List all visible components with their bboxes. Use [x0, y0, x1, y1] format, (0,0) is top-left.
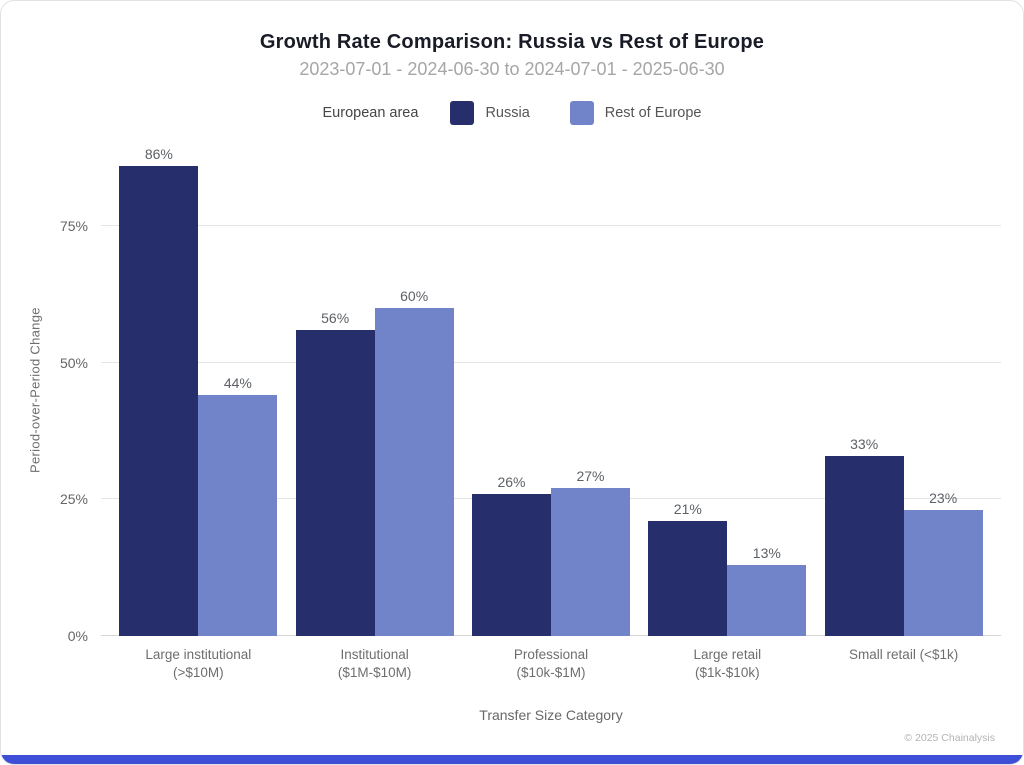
legend-swatch-russia [450, 101, 475, 125]
bar-rest-of-europe [374, 308, 454, 636]
bar-russia [471, 493, 551, 636]
bar-group: 21% 13% [648, 144, 807, 636]
legend-swatch-rest-of-europe [569, 101, 594, 125]
bar-value-label: 86% [144, 145, 173, 162]
bar-column-russia: 86% [119, 144, 199, 636]
bar-group: 26% 27% [471, 144, 630, 636]
legend-item-label: Russia [485, 105, 530, 121]
x-tick-label: Institutional ($1M-$10M) [296, 646, 454, 682]
legend-item-russia: Russia [450, 101, 530, 125]
copyright-text: © 2025 Chainalysis [904, 732, 995, 744]
bar-russia [824, 455, 904, 636]
bar-value-label: 60% [400, 288, 429, 304]
x-tick-label-text: Large institutional (>$10M) [145, 647, 252, 681]
bar-value-label: 21% [673, 501, 702, 518]
bottom-accent-bar [1, 755, 1023, 764]
legend-title: European area [322, 105, 419, 121]
bar-column-russia: 26% [471, 144, 551, 636]
bar-value-label: 13% [752, 544, 781, 561]
bar-column-rest-of-europe: 44% [198, 144, 278, 636]
bar-column-rest-of-europe: 23% [903, 144, 983, 636]
y-axis-title: Period-over-Period Change [27, 307, 43, 473]
bar-rest-of-europe [903, 510, 983, 636]
legend-item-label: Rest of Europe [604, 105, 702, 121]
bar-russia [119, 165, 199, 636]
x-tick-label: Large institutional (>$10M) [119, 646, 277, 682]
bar-group: 33% 23% [824, 144, 983, 636]
y-tick-label: 75% [59, 218, 88, 234]
bar-value-label: 56% [321, 309, 350, 326]
x-tick-label-text: Professional ($10k-$1M) [513, 647, 589, 681]
bar-value-label: 33% [850, 435, 879, 452]
bar-value-label: 23% [929, 490, 958, 507]
x-tick-label-text: Institutional ($1M-$10M) [337, 647, 412, 681]
y-tick-label: 0% [67, 628, 88, 644]
bar-column-russia: 33% [824, 144, 904, 636]
bar-column-russia: 56% [295, 144, 375, 636]
bar-group: 86% 44% [119, 144, 278, 636]
bar-value-label: 27% [576, 468, 605, 485]
x-tick-label-text: Large retail ($1k-$10k) [693, 647, 762, 681]
bar-column-russia: 21% [648, 144, 728, 636]
legend: European area Russia Rest of Europe [1, 101, 1023, 125]
bar-russia [648, 521, 728, 636]
y-tick-label: 25% [59, 491, 88, 508]
bar-rest-of-europe [198, 395, 278, 636]
x-tick-label-text: Small retail (<$1k) [849, 647, 959, 662]
chart-subtitle: 2023-07-01 - 2024-06-30 to 2024-07-01 - … [299, 59, 725, 79]
gridline-50 [101, 361, 1001, 363]
plot-area: 86% 44% 56% 60% 26% 27% 21% 13% 33% 23% 0% 25% 50% 7… [60, 144, 1001, 644]
x-tick-label: Professional ($10k-$1M) [472, 646, 630, 682]
x-tick-label: Large retail ($1k-$10k) [648, 646, 806, 682]
legend-item-rest-of-europe: Rest of Europe [569, 101, 702, 125]
bar-groups-container: 86% 44% 56% 60% 26% 27% 21% 13% 33% 23% [101, 144, 1001, 636]
y-tick-label: 50% [59, 354, 88, 371]
x-tick-label: Small retail (<$1k) [825, 646, 983, 682]
x-tick-labels: Large institutional (>$10M) Institutional… [101, 646, 1001, 682]
bar-column-rest-of-europe: 13% [727, 144, 807, 636]
legend-entries: Russia Rest of Europe [450, 101, 702, 125]
bar-value-label: 26% [497, 473, 526, 490]
bar-column-rest-of-europe: 60% [374, 144, 454, 636]
bar-russia [295, 329, 375, 636]
x-axis-title: Transfer Size Category [479, 707, 623, 723]
bar-column-rest-of-europe: 27% [550, 144, 630, 636]
bar-value-label: 44% [223, 375, 252, 392]
bar-rest-of-europe [550, 488, 630, 636]
gridline-75 [101, 225, 1001, 226]
bar-rest-of-europe [727, 564, 807, 636]
chart-title: Growth Rate Comparison: Russia vs Rest o… [259, 31, 765, 53]
bar-group: 56% 60% [295, 144, 454, 636]
